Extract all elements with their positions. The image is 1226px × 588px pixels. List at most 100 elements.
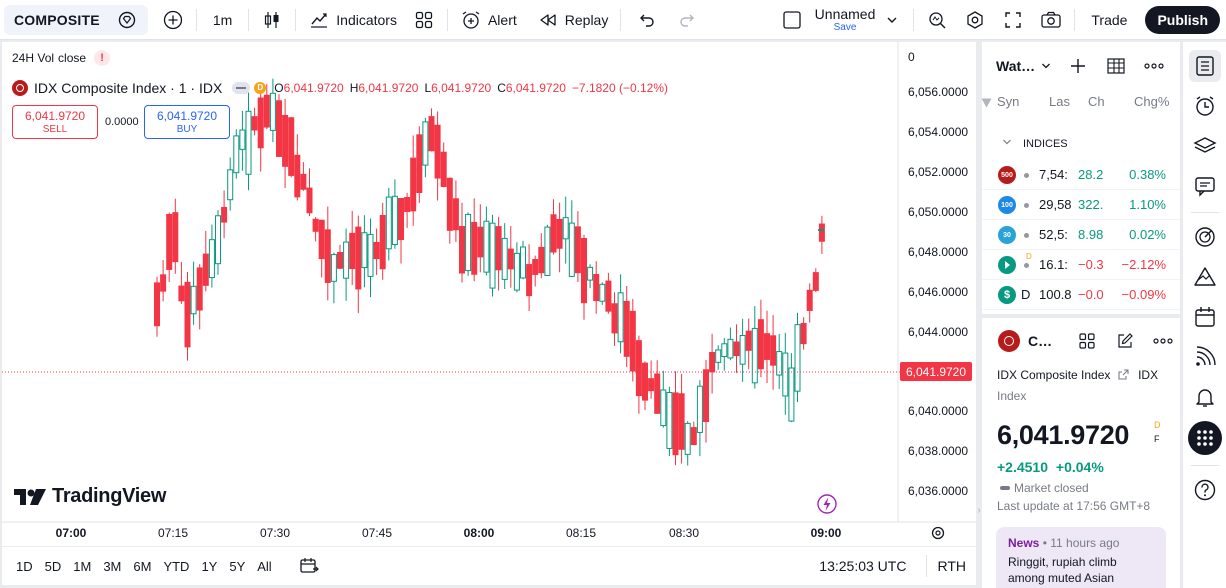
- details-full-name[interactable]: IDX Composite Index: [997, 368, 1111, 382]
- layout-name-button[interactable]: Unnamed Save: [815, 7, 876, 33]
- market-status-icon[interactable]: [232, 82, 251, 94]
- scale-settings-gear-icon[interactable]: [931, 526, 945, 540]
- camera-snapshot-icon[interactable]: [1040, 9, 1062, 31]
- edit-note-icon[interactable]: [1114, 330, 1136, 352]
- open-label: O: [274, 81, 284, 95]
- change-value: 28.2: [1078, 167, 1104, 182]
- vol-alert-badge[interactable]: !: [94, 50, 111, 66]
- layers-icon[interactable]: [1189, 130, 1221, 162]
- watchlist-row[interactable]: $ D 100.8 −0.0 −0.09%: [982, 280, 1180, 310]
- details-short-name[interactable]: C…: [1028, 333, 1053, 349]
- candle-body: [489, 222, 496, 289]
- candle-body: [215, 215, 221, 265]
- delayed-data-icon[interactable]: D: [254, 82, 267, 94]
- sell-button[interactable]: 6,041.9720 SELL: [12, 105, 98, 139]
- chart-panel[interactable]: 0 6,056.0000 6,054.0000 6,052.0000 6,050.000…: [2, 42, 976, 546]
- templates-grid-icon[interactable]: [413, 9, 435, 31]
- alerts-clock-icon[interactable]: [1189, 90, 1221, 122]
- interval-button[interactable]: 1m: [201, 5, 244, 35]
- symbol-logo-icon: [12, 80, 28, 96]
- price-tick-label: 6,052.0000: [908, 165, 968, 179]
- products-apps-icon[interactable]: [1187, 421, 1222, 455]
- section-indices[interactable]: INDICES: [982, 136, 1180, 154]
- buy-button[interactable]: 6,041.9720 BUY: [144, 105, 230, 139]
- watchlist-row[interactable]: D 16.1: −0.3 −2.12%: [982, 250, 1180, 280]
- external-link-icon[interactable]: [1118, 369, 1129, 383]
- add-symbol-plus-icon[interactable]: [1067, 55, 1089, 77]
- range-button-1d[interactable]: 1D: [16, 558, 33, 574]
- notifications-bell-icon[interactable]: [1189, 381, 1221, 413]
- watchlist-row[interactable]: 100 29,58 322. 1.10%: [982, 190, 1180, 220]
- last-price: 52,5:: [1039, 227, 1068, 242]
- advanced-view-table-icon[interactable]: [1105, 55, 1127, 77]
- range-button-5y[interactable]: 5Y: [229, 558, 246, 574]
- symbol-title[interactable]: IDX Composite Index · 1 · IDX: [34, 80, 223, 96]
- indicators-button[interactable]: Indicators: [300, 5, 405, 35]
- session-rth-button[interactable]: RTH: [937, 558, 966, 574]
- range-button-1y[interactable]: 1Y: [201, 558, 218, 574]
- details-exchange[interactable]: IDX: [1138, 368, 1159, 382]
- help-question-icon[interactable]: [1189, 474, 1221, 506]
- chevron-down-icon: [1002, 137, 1012, 150]
- range-button-all[interactable]: All: [257, 558, 272, 574]
- sort-handle-icon[interactable]: [981, 98, 992, 108]
- candle-body: [587, 266, 594, 281]
- compare-diamond-icon[interactable]: [116, 9, 138, 31]
- lightning-icon[interactable]: [817, 494, 837, 514]
- replay-button[interactable]: Replay: [529, 5, 617, 35]
- range-button-ytd[interactable]: YTD: [163, 558, 190, 574]
- column-last[interactable]: Las: [1049, 94, 1070, 109]
- settings-gear-icon[interactable]: [964, 9, 986, 31]
- time-scale[interactable]: 07:00 07:15 07:30 07:45 08:00 08:15 08:30 09:00: [56, 526, 842, 540]
- layout-grid-icon[interactable]: [1076, 330, 1098, 352]
- layout-checkbox-icon[interactable]: [781, 9, 803, 31]
- date-range-calendar-icon[interactable]: [298, 555, 320, 577]
- sell-label: SELL: [42, 124, 68, 135]
- trade-button[interactable]: Trade: [1079, 6, 1139, 34]
- column-symbol[interactable]: Syn: [997, 94, 1020, 109]
- candles-chart-type-icon[interactable]: [261, 9, 283, 31]
- chat-bubbles-icon[interactable]: [1189, 170, 1221, 202]
- utc-clock[interactable]: 13:25:03 UTC: [819, 558, 907, 574]
- tradingview-logo[interactable]: TradingView: [14, 485, 166, 508]
- watchlist-row[interactable]: 500 7,54: 28.2 0.38%: [982, 160, 1180, 190]
- calendar-icon[interactable]: [1189, 301, 1221, 333]
- watchlist-title[interactable]: Wat…: [996, 58, 1036, 74]
- streams-broadcast-icon[interactable]: [1189, 341, 1221, 373]
- change-pct: −0.09%: [1121, 287, 1166, 302]
- symbol-search-button[interactable]: COMPOSITE: [4, 4, 148, 35]
- watchlist-icon[interactable]: [1188, 50, 1221, 82]
- column-change-pct[interactable]: Chg%: [1134, 94, 1170, 109]
- candle-body: [300, 173, 307, 190]
- range-button-1m[interactable]: 1M: [73, 558, 92, 574]
- panel-collapse-handle[interactable]: ›: [977, 505, 981, 516]
- details-type: Index: [997, 389, 1027, 403]
- candle-body: [678, 393, 685, 450]
- publish-button[interactable]: Publish: [1145, 5, 1220, 34]
- more-options-icon[interactable]: [1152, 330, 1174, 352]
- toolbar-divider: [195, 8, 197, 31]
- undo-icon[interactable]: [635, 9, 657, 31]
- range-button-6m[interactable]: 6M: [133, 558, 152, 574]
- chevron-down-icon[interactable]: [1039, 55, 1053, 77]
- more-options-icon[interactable]: [1143, 55, 1165, 77]
- watchlist-row[interactable]: 30 52,5: 8.98 0.02%: [982, 220, 1180, 250]
- candle-body: [703, 369, 709, 423]
- range-button-3m[interactable]: 3M: [103, 558, 122, 574]
- price-scale[interactable]: 0 6,056.0000 6,054.0000 6,052.0000 6,050.000…: [908, 50, 968, 498]
- candle-body: [568, 222, 575, 277]
- sidebar-divider: [1190, 212, 1219, 213]
- ideas-triangle-icon[interactable]: [1189, 261, 1221, 293]
- redo-icon[interactable]: [677, 9, 699, 31]
- alert-button[interactable]: Alert: [452, 5, 525, 35]
- details-price-row: 6,041.9720 D F: [997, 420, 1161, 451]
- target-radar-icon[interactable]: [1189, 221, 1221, 253]
- add-symbol-icon[interactable]: [162, 9, 184, 31]
- range-button-5d[interactable]: 5D: [44, 558, 62, 574]
- fullscreen-icon[interactable]: [1002, 9, 1024, 31]
- quick-search-icon[interactable]: [926, 9, 948, 31]
- chevron-down-icon[interactable]: [881, 9, 903, 31]
- price-chart[interactable]: 0 6,056.0000 6,054.0000 6,052.0000 6,050.000…: [2, 42, 976, 546]
- news-card[interactable]: News • 11 hours ago Ringgit, rupiah clim…: [996, 527, 1166, 588]
- column-change[interactable]: Ch: [1088, 94, 1105, 109]
